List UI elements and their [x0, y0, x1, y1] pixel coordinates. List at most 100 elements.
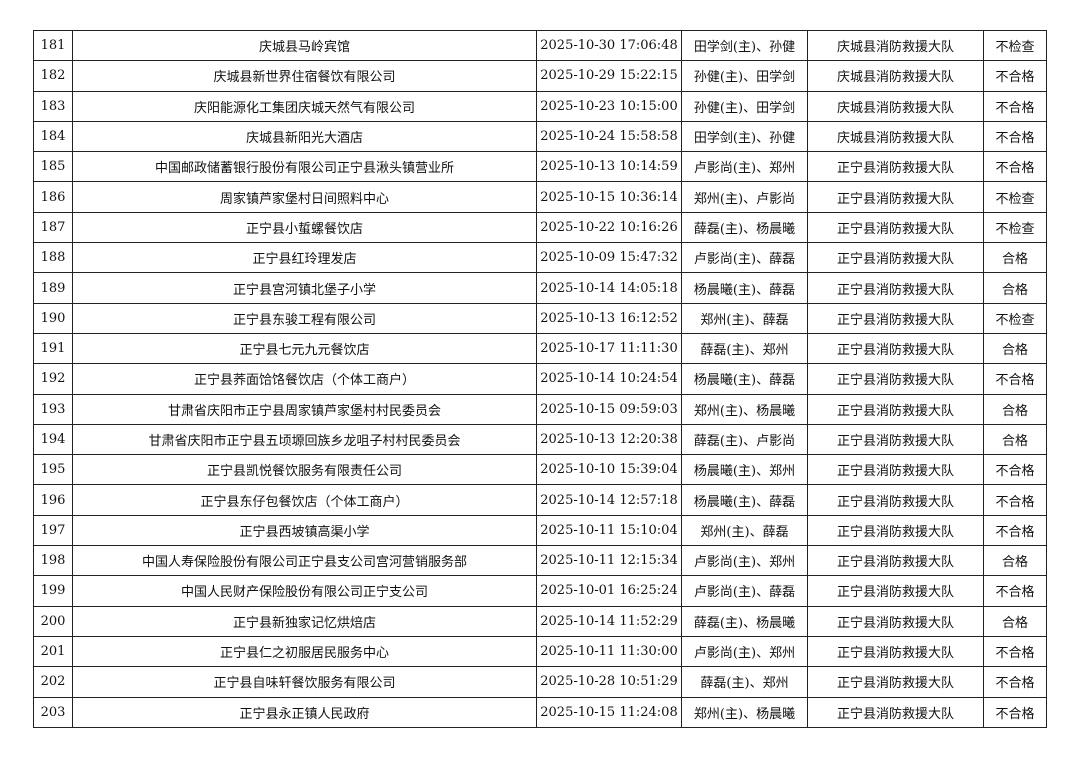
inspectors: 卢影尚(主)、郑州: [681, 151, 808, 183]
inspection-time: 2025-10-23 10:15:00: [536, 90, 682, 122]
department: 正宁县消防救援大队: [807, 242, 984, 274]
unit-name: 庆阳能源化工集团庆城天然气有限公司: [72, 90, 537, 122]
inspectors: 卢影尚(主)、郑州: [681, 635, 808, 668]
row-number: 200: [33, 605, 73, 637]
department: 正宁县消防救援大队: [807, 484, 984, 516]
inspection-time: 2025-10-15 09:59:03: [536, 393, 682, 425]
result: 不合格: [983, 90, 1047, 122]
result: 不检查: [983, 181, 1047, 213]
inspectors: 杨晨曦(主)、薛磊: [681, 484, 808, 516]
inspection-time: 2025-10-15 11:24:08: [536, 696, 682, 728]
result: 不合格: [983, 363, 1047, 395]
table-row: 188 正宁县红玲理发店 2025-10-09 15:47:32 卢影尚(主)、薛磊正…: [33, 242, 1047, 274]
department: 庆城县消防救援大队: [807, 120, 984, 153]
inspection-time: 2025-10-10 15:39:04: [536, 454, 682, 486]
row-number: 197: [33, 514, 73, 547]
inspectors: 薛磊(主)、卢影尚: [681, 423, 808, 456]
row-number: 193: [33, 393, 73, 425]
department: 正宁县消防救援大队: [807, 393, 984, 425]
unit-name: 庆城县新世界住宿餐饮有限公司: [72, 60, 537, 92]
unit-name: 正宁县仁之初服居民服务中心: [72, 635, 537, 668]
table-row: 190 正宁县东骏工程有限公司 2025-10-13 16:12:52 郑州(主)、薛…: [33, 302, 1047, 334]
inspectors: 田学剑(主)、孙健: [681, 120, 808, 153]
inspection-time: 2025-10-13 12:20:38: [536, 423, 682, 456]
table-row: 187 正宁县小蜇螺餐饮店 2025-10-22 10:16:26 薛磊(主)、杨晨曦…: [33, 211, 1047, 244]
table-row: 191 正宁县七元九元餐饮店 2025-10-17 11:11:30 薛磊(主)、郑州…: [33, 332, 1047, 365]
table-row: 189 正宁县宫河镇北堡子小学 2025-10-14 14:05:18 杨晨曦(主)、…: [33, 272, 1047, 304]
inspectors: 郑州(主)、杨晨曦: [681, 393, 808, 425]
department: 正宁县消防救援大队: [807, 635, 984, 668]
table-body: 181 庆城县马岭宾馆 2025-10-30 17:06:48 田学剑(主)、孙健 庆城…: [33, 29, 1047, 728]
row-number: 192: [33, 363, 73, 395]
result: 合格: [983, 545, 1047, 577]
department: 正宁县消防救援大队: [807, 545, 984, 577]
department: 正宁县消防救援大队: [807, 181, 984, 213]
inspectors: 杨晨曦(主)、郑州: [681, 454, 808, 486]
inspectors: 杨晨曦(主)、薛磊: [681, 363, 808, 395]
result: 不合格: [983, 454, 1047, 486]
result: 不合格: [983, 514, 1047, 547]
unit-name: 正宁县东仔包餐饮店（个体工商户）: [72, 484, 537, 516]
unit-name: 周家镇芦家堡村日间照料中心: [72, 181, 537, 213]
inspection-time: 2025-10-14 10:24:54: [536, 363, 682, 395]
unit-name: 正宁县荞面饸饹餐饮店（个体工商户）: [72, 363, 537, 395]
inspection-table: 181 庆城县马岭宾馆 2025-10-30 17:06:48 田学剑(主)、孙健 庆城…: [33, 29, 1047, 728]
inspection-time: 2025-10-14 14:05:18: [536, 272, 682, 304]
unit-name: 正宁县凯悦餐饮服务有限责任公司: [72, 454, 537, 486]
unit-name: 中国人寿保险股份有限公司正宁县支公司宫河营销服务部: [72, 545, 537, 577]
result: 不合格: [983, 575, 1047, 607]
unit-name: 庆城县马岭宾馆: [72, 29, 537, 62]
unit-name: 正宁县西坡镇高渠小学: [72, 514, 537, 547]
row-number: 202: [33, 666, 73, 698]
table-row: 194 甘肃省庆阳市正宁县五顷塬回族乡龙咀子村村民委员会 2025-10-13 12…: [33, 423, 1047, 456]
row-number: 187: [33, 211, 73, 244]
table-row: 184 庆城县新阳光大酒店 2025-10-24 15:58:58 田学剑(主)、孙健…: [33, 120, 1047, 153]
result: 不检查: [983, 302, 1047, 334]
department: 正宁县消防救援大队: [807, 332, 984, 365]
row-number: 198: [33, 545, 73, 577]
department: 正宁县消防救援大队: [807, 696, 984, 728]
row-number: 186: [33, 181, 73, 213]
inspection-time: 2025-10-24 15:58:58: [536, 120, 682, 153]
unit-name: 正宁县新独家记忆烘焙店: [72, 605, 537, 637]
result: 合格: [983, 605, 1047, 637]
table-row: 182 庆城县新世界住宿餐饮有限公司 2025-10-29 15:22:15 孙健(主…: [33, 60, 1047, 92]
inspection-time: 2025-10-11 11:30:00: [536, 635, 682, 668]
row-number: 195: [33, 454, 73, 486]
department: 正宁县消防救援大队: [807, 423, 984, 456]
unit-name: 中国人民财产保险股份有限公司正宁支公司: [72, 575, 537, 607]
table-row: 186 周家镇芦家堡村日间照料中心 2025-10-15 10:36:14 郑州(主)…: [33, 181, 1047, 213]
inspection-time: 2025-10-14 11:52:29: [536, 605, 682, 637]
inspection-time: 2025-10-11 15:10:04: [536, 514, 682, 547]
table-row: 195 正宁县凯悦餐饮服务有限责任公司 2025-10-10 15:39:04 杨晨曦…: [33, 454, 1047, 486]
table-row: 197 正宁县西坡镇高渠小学 2025-10-11 15:10:04 郑州(主)、薛磊…: [33, 514, 1047, 547]
table-row: 198 中国人寿保险股份有限公司正宁县支公司宫河营销服务部 2025-10-11 1…: [33, 545, 1047, 577]
unit-name: 正宁县永正镇人民政府: [72, 696, 537, 728]
department: 正宁县消防救援大队: [807, 575, 984, 607]
result: 不合格: [983, 120, 1047, 153]
inspectors: 卢影尚(主)、郑州: [681, 545, 808, 577]
department: 正宁县消防救援大队: [807, 211, 984, 244]
unit-name: 正宁县小蜇螺餐饮店: [72, 211, 537, 244]
table-row: 193 甘肃省庆阳市正宁县周家镇芦家堡村村民委员会 2025-10-15 09:59…: [33, 393, 1047, 425]
table-row: 201 正宁县仁之初服居民服务中心 2025-10-11 11:30:00 卢影尚(主…: [33, 635, 1047, 668]
department: 正宁县消防救援大队: [807, 666, 984, 698]
result: 不检查: [983, 29, 1047, 62]
department: 正宁县消防救援大队: [807, 302, 984, 334]
inspection-time: 2025-10-14 12:57:18: [536, 484, 682, 516]
inspection-time: 2025-10-28 10:51:29: [536, 666, 682, 698]
department: 正宁县消防救援大队: [807, 272, 984, 304]
unit-name: 正宁县宫河镇北堡子小学: [72, 272, 537, 304]
unit-name: 甘肃省庆阳市正宁县五顷塬回族乡龙咀子村村民委员会: [72, 423, 537, 456]
table-row: 181 庆城县马岭宾馆 2025-10-30 17:06:48 田学剑(主)、孙健 庆城…: [33, 29, 1047, 62]
unit-name: 甘肃省庆阳市正宁县周家镇芦家堡村村民委员会: [72, 393, 537, 425]
result: 合格: [983, 332, 1047, 365]
row-number: 201: [33, 635, 73, 668]
result: 不合格: [983, 151, 1047, 183]
table-row: 200 正宁县新独家记忆烘焙店 2025-10-14 11:52:29 薛磊(主)、杨…: [33, 605, 1047, 637]
department: 正宁县消防救援大队: [807, 151, 984, 183]
unit-name: 中国邮政储蓄银行股份有限公司正宁县湫头镇营业所: [72, 151, 537, 183]
row-number: 189: [33, 272, 73, 304]
table-row: 202 正宁县自味轩餐饮服务有限公司 2025-10-28 10:51:29 薛磊(主…: [33, 666, 1047, 698]
